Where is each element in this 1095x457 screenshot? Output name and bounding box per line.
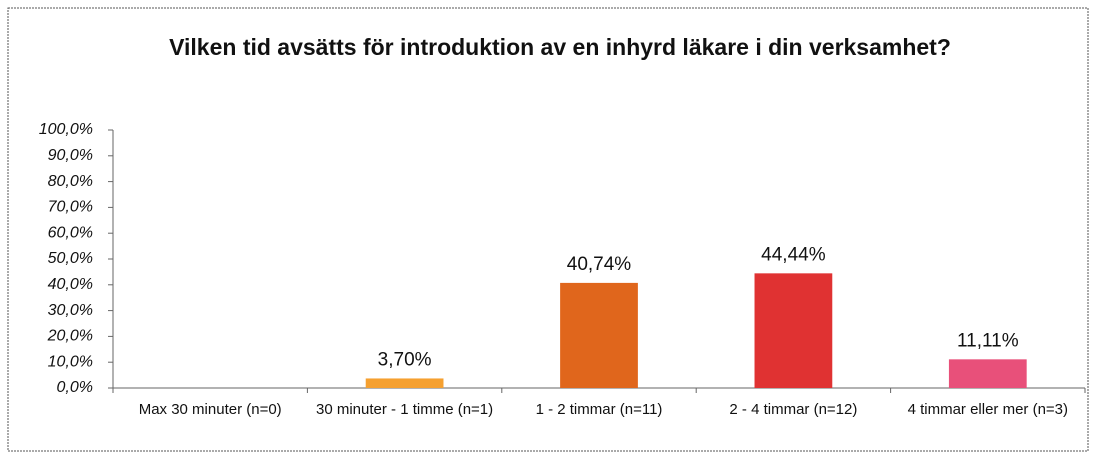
data-label: 11,11% (957, 330, 1019, 351)
data-label: 44,44% (761, 244, 826, 265)
data-label: 3,70% (378, 349, 432, 370)
bar (560, 282, 638, 388)
y-tick-label: 90,0% (48, 147, 93, 164)
x-tick-label: 2 - 4 timmar (n=12) (729, 401, 858, 418)
y-tick-label: 50,0% (48, 250, 93, 267)
y-tick-label: 70,0% (48, 199, 93, 216)
bar (365, 378, 444, 388)
y-tick-label: 20,0% (47, 328, 93, 345)
y-tick-label: 60,0% (48, 224, 93, 241)
bar (754, 273, 833, 388)
chart-title: Vilken tid avsätts för introduktion av e… (169, 34, 951, 60)
data-label: 40,74% (567, 254, 632, 275)
x-tick-label: Max 30 minuter (n=0) (138, 401, 282, 418)
y-tick-label: 40,0% (48, 276, 93, 293)
y-tick-label: 80,0% (48, 173, 93, 190)
y-tick-label: 0,0% (57, 379, 93, 396)
bar (948, 359, 1027, 388)
x-tick-label: 4 timmar eller mer (n=3) (907, 401, 1069, 418)
chart-frame (7, 7, 1089, 452)
x-tick-label: 30 minuter - 1 timme (n=1) (316, 401, 494, 418)
y-tick-label: 10,0% (48, 353, 93, 370)
y-tick-label: 30,0% (48, 302, 93, 319)
x-tick-label: 1 - 2 timmar (n=11) (535, 401, 663, 418)
y-tick-label: 100,0% (39, 121, 93, 138)
